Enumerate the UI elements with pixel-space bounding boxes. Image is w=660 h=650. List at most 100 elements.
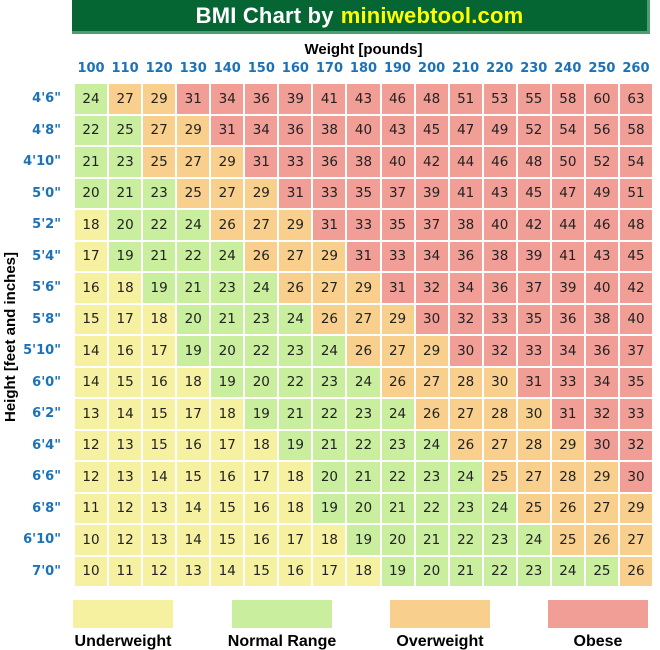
bmi-cell: 55 <box>517 84 550 114</box>
bmi-cell: 30 <box>483 367 516 397</box>
bmi-cell: 38 <box>483 241 516 271</box>
weight-header: 110 <box>111 61 139 76</box>
bmi-cell: 33 <box>619 399 652 429</box>
bmi-cell: 20 <box>109 210 142 240</box>
legend-item: Normal Range <box>227 600 337 650</box>
bmi-cell: 21 <box>313 430 346 460</box>
bmi-cell: 22 <box>347 430 380 460</box>
height-label: 5'0" <box>32 185 61 201</box>
bmi-cell: 17 <box>75 241 108 271</box>
bmi-cell: 16 <box>109 336 142 366</box>
bmi-cell: 27 <box>619 525 652 555</box>
bmi-cell: 10 <box>75 556 108 586</box>
bmi-cell: 29 <box>619 493 652 523</box>
bmi-cell: 26 <box>619 556 652 586</box>
legend-label: Obese <box>573 633 623 650</box>
bmi-cell: 26 <box>313 304 346 334</box>
bmi-cell: 39 <box>551 273 584 303</box>
bmi-cell: 31 <box>517 367 550 397</box>
bmi-cell: 27 <box>245 210 278 240</box>
bmi-cell: 21 <box>211 304 244 334</box>
bmi-cell: 37 <box>415 210 448 240</box>
bmi-cell: 12 <box>75 462 108 492</box>
bmi-cell: 34 <box>415 241 448 271</box>
bmi-cell: 58 <box>619 115 652 145</box>
bmi-cell: 38 <box>585 304 618 334</box>
bmi-cell: 24 <box>75 84 108 114</box>
bmi-cell: 31 <box>279 178 312 208</box>
bmi-cell: 16 <box>245 493 278 523</box>
bmi-cell: 17 <box>211 430 244 460</box>
height-label: 6'6" <box>32 469 61 485</box>
bmi-cell: 34 <box>551 336 584 366</box>
bmi-cell: 22 <box>245 336 278 366</box>
legend-swatch <box>73 600 173 628</box>
height-label: 5'10" <box>23 343 61 359</box>
bmi-cell: 17 <box>143 336 176 366</box>
bmi-cell: 24 <box>551 556 584 586</box>
bmi-cell: 27 <box>381 336 414 366</box>
bmi-cell: 15 <box>143 430 176 460</box>
bmi-cell: 29 <box>245 178 278 208</box>
bmi-cell: 45 <box>415 115 448 145</box>
bmi-cell: 25 <box>551 525 584 555</box>
bmi-cell: 18 <box>177 367 210 397</box>
bmi-cell: 29 <box>313 241 346 271</box>
bmi-cell: 23 <box>517 556 550 586</box>
legend-swatch <box>390 600 490 628</box>
bmi-cell: 26 <box>585 525 618 555</box>
bmi-cell: 36 <box>585 336 618 366</box>
bmi-cell: 23 <box>449 493 482 523</box>
bmi-cell: 36 <box>279 115 312 145</box>
bmi-cell: 27 <box>483 430 516 460</box>
title-bar: BMI Chart by miniwebtool.com <box>72 0 650 34</box>
bmi-cell: 32 <box>619 430 652 460</box>
bmi-cell: 29 <box>177 115 210 145</box>
bmi-cell: 30 <box>585 430 618 460</box>
bmi-cell: 16 <box>143 367 176 397</box>
height-label: 6'8" <box>32 500 61 516</box>
bmi-cell: 22 <box>381 462 414 492</box>
bmi-cell: 51 <box>449 84 482 114</box>
bmi-cell: 33 <box>313 178 346 208</box>
bmi-cell: 15 <box>143 399 176 429</box>
bmi-cell: 14 <box>143 462 176 492</box>
weight-header: 170 <box>315 61 343 76</box>
bmi-cell: 16 <box>211 462 244 492</box>
bmi-cell: 19 <box>279 430 312 460</box>
bmi-cell: 16 <box>245 525 278 555</box>
bmi-cell: 18 <box>245 430 278 460</box>
legend-item: Overweight <box>385 600 495 650</box>
legend: Underweight Normal Range Overweight Obese <box>0 600 660 650</box>
bmi-cell: 27 <box>449 399 482 429</box>
bmi-cell: 40 <box>619 304 652 334</box>
bmi-cell: 48 <box>415 84 448 114</box>
weight-header: 260 <box>622 61 650 76</box>
bmi-cell: 20 <box>211 336 244 366</box>
bmi-cell: 16 <box>177 430 210 460</box>
bmi-cell: 63 <box>619 84 652 114</box>
weight-header-row: 100 110 120 130 140 150 160 170 180 190 200 210 220 2… <box>75 61 652 76</box>
bmi-cell: 29 <box>347 273 380 303</box>
bmi-cell: 30 <box>619 462 652 492</box>
bmi-table: 24 27 29 31 34 36 39 41 43 46 48 51 53 55 58 60 63 22 25 27… <box>75 84 652 586</box>
bmi-cell: 43 <box>347 84 380 114</box>
bmi-cell: 24 <box>279 304 312 334</box>
bmi-cell: 25 <box>585 556 618 586</box>
bmi-cell: 23 <box>279 336 312 366</box>
bmi-cell: 23 <box>381 430 414 460</box>
page-title: BMI Chart by <box>195 2 334 28</box>
bmi-cell: 23 <box>313 367 346 397</box>
bmi-cell: 38 <box>313 115 346 145</box>
bmi-cell: 27 <box>177 147 210 177</box>
height-label: 5'6" <box>32 280 61 296</box>
bmi-cell: 33 <box>551 367 584 397</box>
bmi-cell: 25 <box>177 178 210 208</box>
weight-header: 120 <box>145 61 173 76</box>
bmi-cell: 30 <box>517 399 550 429</box>
bmi-cell: 32 <box>449 304 482 334</box>
bmi-cell: 26 <box>449 430 482 460</box>
bmi-cell: 22 <box>449 525 482 555</box>
bmi-cell: 17 <box>279 525 312 555</box>
